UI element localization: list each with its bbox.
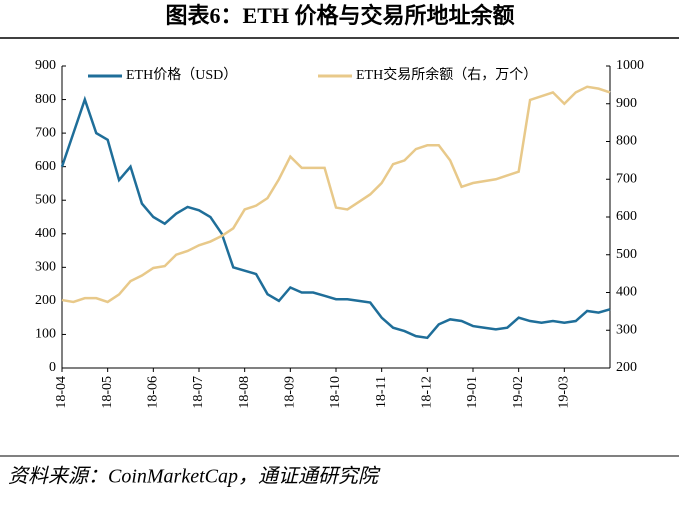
legend-label: ETH价格（USD） xyxy=(126,67,237,83)
y2-tick-label: 1000 xyxy=(616,58,644,73)
source: 资料来源：CoinMarketCap，通证通研究院 xyxy=(8,466,381,488)
chart-title: 图表6：ETH 价格与交易所地址余额 xyxy=(166,3,515,28)
x-tick-label: 19-03 xyxy=(557,376,572,409)
x-tick-label: 18-06 xyxy=(146,376,161,409)
series-line xyxy=(60,95,611,340)
y-tick-label: 700 xyxy=(35,125,56,140)
y-tick-label: 200 xyxy=(35,293,56,308)
x-tick-label: 18-04 xyxy=(54,376,69,409)
y2-tick-label: 400 xyxy=(616,285,637,300)
x-tick-label: 18-11 xyxy=(374,376,389,408)
y-tick-label: 0 xyxy=(49,360,56,375)
series-line xyxy=(61,85,611,304)
y-tick-label: 100 xyxy=(35,327,56,342)
y-tick-label: 300 xyxy=(35,260,56,275)
y-tick-label: 400 xyxy=(35,226,56,241)
x-tick-label: 18-12 xyxy=(420,376,435,409)
y2-tick-label: 300 xyxy=(616,322,637,337)
x-tick-label: 18-08 xyxy=(237,376,252,409)
x-tick-label: 18-05 xyxy=(100,376,115,409)
x-tick-label: 19-01 xyxy=(465,376,480,409)
y-tick-label: 500 xyxy=(35,192,56,207)
x-tick-label: 18-07 xyxy=(191,376,206,409)
y2-tick-label: 200 xyxy=(616,360,637,375)
legend-label: ETH交易所余额（右，万个） xyxy=(356,66,537,83)
y-tick-label: 800 xyxy=(35,92,56,107)
y-tick-label: 900 xyxy=(35,58,56,73)
y2-tick-label: 500 xyxy=(616,247,637,262)
y-tick-label: 600 xyxy=(35,159,56,174)
y2-tick-label: 600 xyxy=(616,209,637,224)
y2-tick-label: 900 xyxy=(616,96,637,111)
x-tick-label: 18-10 xyxy=(328,376,343,409)
x-tick-label: 19-02 xyxy=(511,376,526,409)
x-tick-label: 18-09 xyxy=(283,376,298,409)
y2-tick-label: 800 xyxy=(616,134,637,149)
y2-tick-label: 700 xyxy=(616,171,637,186)
